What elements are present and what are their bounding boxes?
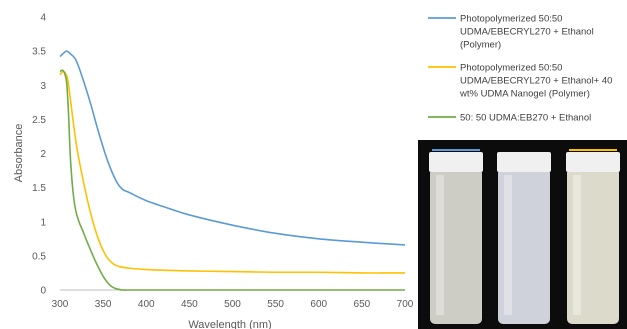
series-line-1 (59, 50, 406, 246)
y-tick-label: 1 (40, 217, 46, 228)
vial-1 (429, 149, 483, 324)
y-tick-label: 4 (40, 13, 46, 24)
vial-highlight (504, 175, 512, 315)
legend-label: Photopolymerized 50:50 (460, 14, 562, 25)
series-line-2 (59, 70, 406, 274)
x-tick-label: 650 (354, 299, 371, 310)
x-tick-label: 300 (52, 299, 69, 310)
y-tick-label: 1.5 (32, 183, 46, 194)
vial-3 (566, 149, 620, 324)
vial-body (498, 168, 550, 324)
vial-body (567, 168, 619, 324)
x-tick-label: 400 (138, 299, 155, 310)
y-tick-label: 2 (40, 149, 46, 160)
x-tick-label: 450 (181, 299, 198, 310)
legend-label: 50: 50 UDMA:EB270 + Ethanol (460, 113, 591, 124)
vials (429, 149, 620, 324)
x-tick-label: 600 (310, 299, 327, 310)
x-axis-title: Wavelength (nm) (188, 319, 271, 329)
vial-cap (566, 152, 620, 172)
series-line-3 (59, 69, 405, 291)
y-tick-label: 3 (40, 81, 46, 92)
legend-label: Photopolymerized 50:50 (460, 63, 562, 74)
y-tick-label: 0 (40, 286, 46, 297)
legend-label: (Polymer) (460, 40, 501, 51)
y-axis-title: Absorbance (13, 124, 25, 183)
legend: Photopolymerized 50:50 UDMA/EBECRYL270 + … (428, 14, 612, 124)
x-tick-label: 500 (224, 299, 241, 310)
y-tick-label: 2.5 (32, 115, 46, 126)
x-tick-label: 550 (267, 299, 284, 310)
vial-highlight (436, 175, 444, 315)
vial-highlight (573, 175, 581, 315)
y-tick-label: 0.5 (32, 251, 46, 262)
x-tick-labels: 300 350 400 450 500 550 600 650 700 (52, 299, 414, 310)
legend-label: wt% UDMA Nanogel (Polymer) (459, 89, 590, 100)
y-tick-labels: 0 0.5 1 1.5 2 2.5 3 3.5 4 (32, 13, 46, 297)
x-tick-label: 350 (95, 299, 112, 310)
vial-cap (429, 152, 483, 172)
y-tick-label: 3.5 (32, 47, 46, 58)
vial-photo (418, 140, 627, 329)
vial-2 (497, 152, 551, 324)
series-lines (59, 50, 406, 291)
legend-label: UDMA/EBECRYL270 + Ethanol+ 40 (460, 76, 612, 87)
vial-cap (497, 152, 551, 172)
vial-body (430, 168, 482, 324)
legend-label: UDMA/EBECRYL270 + Ethanol (460, 27, 594, 38)
x-tick-label: 700 (397, 299, 414, 310)
